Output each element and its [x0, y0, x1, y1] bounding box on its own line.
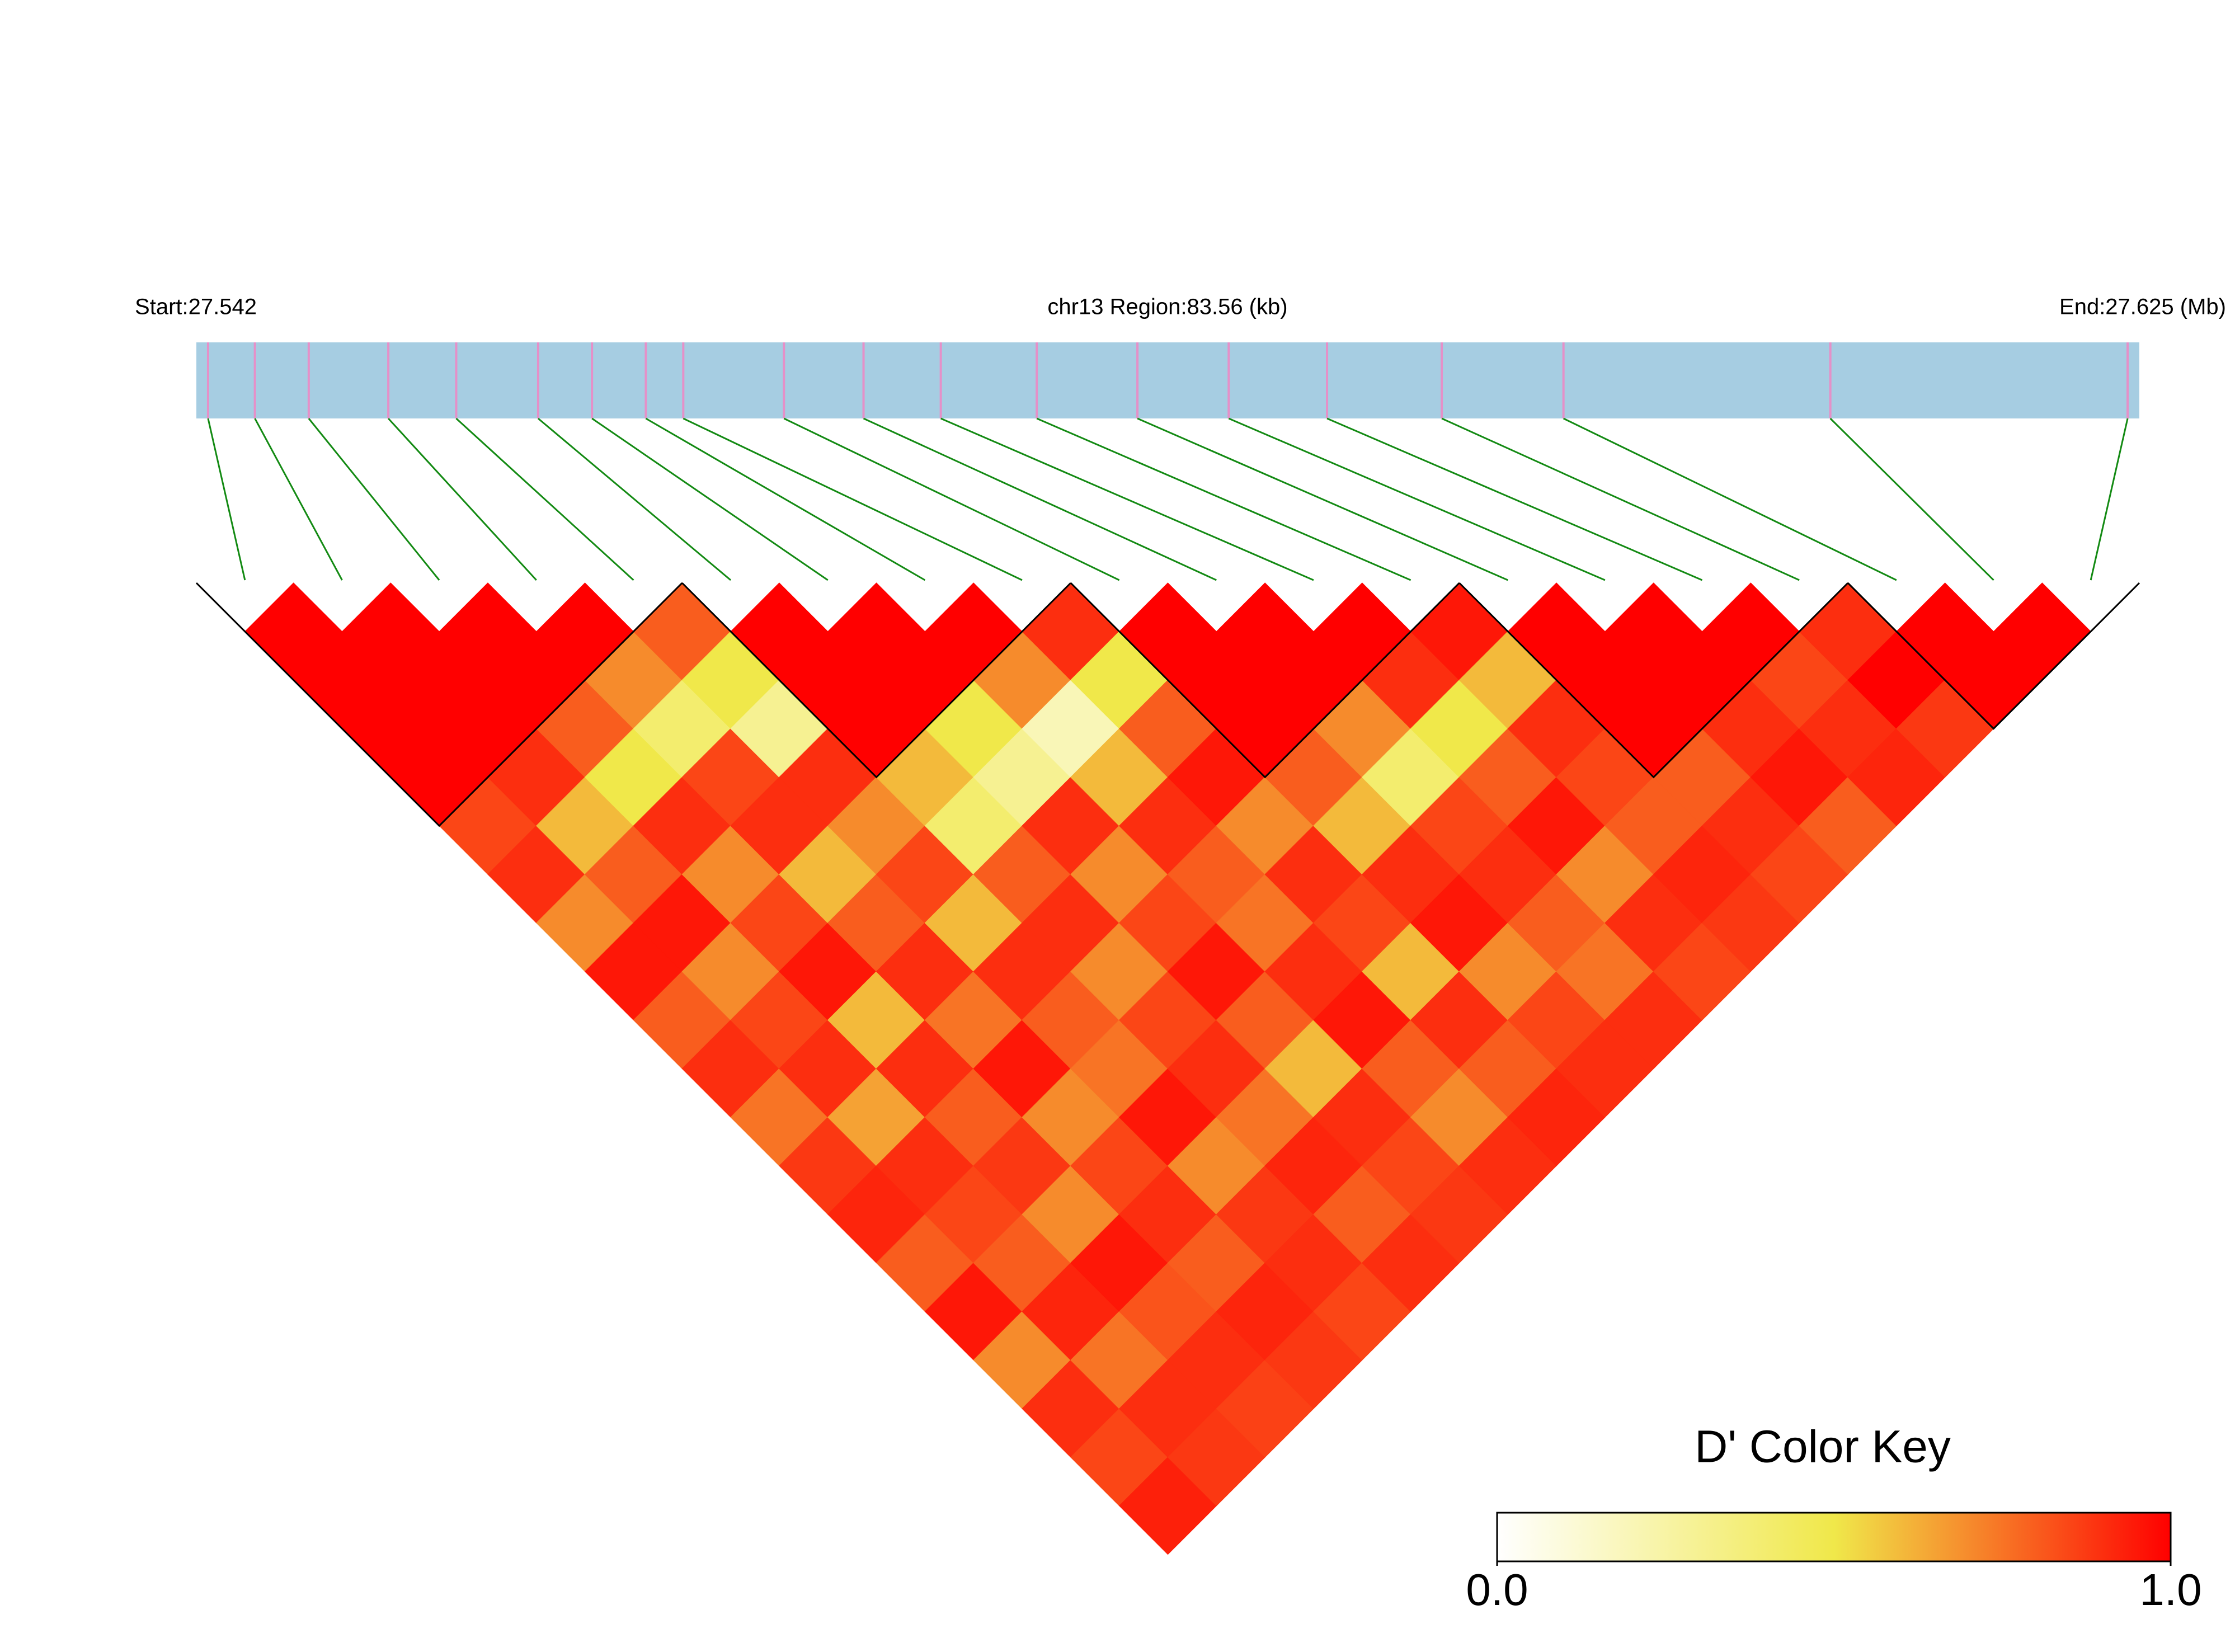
position-bar	[196, 342, 2139, 418]
snp-link	[455, 417, 634, 581]
snp-link	[863, 417, 1217, 581]
end-label: End:27.625 (Mb)	[2059, 295, 2226, 319]
snp-link	[254, 418, 343, 581]
ld-block-outline	[1847, 582, 2140, 730]
ld-block-outline	[195, 582, 683, 827]
snp-link	[1563, 417, 1897, 581]
snp-link	[537, 417, 732, 581]
region-label: chr13 Region:83.56 (kb)	[1047, 295, 1287, 319]
snp-link	[783, 417, 1120, 581]
snp-link	[645, 417, 926, 581]
color-key-tick-label: 0.0	[1466, 1565, 1528, 1615]
snp-link	[2090, 418, 2129, 581]
snp-link	[1441, 417, 1800, 581]
snp-link	[683, 417, 1023, 581]
color-key-bar	[1496, 1512, 2172, 1562]
snp-link	[308, 418, 440, 581]
snp-link	[1036, 417, 1411, 581]
ld-block-outline	[681, 582, 1071, 779]
snp-link	[1326, 417, 1703, 581]
ld-block-outline	[1458, 582, 1849, 779]
snp-link	[1228, 417, 1606, 581]
color-key-title: D' Color Key	[1695, 1422, 1951, 1472]
start-label: Start:27.542	[135, 295, 257, 319]
snp-link	[1829, 417, 1994, 581]
snp-link	[207, 418, 246, 581]
snp-link	[591, 417, 829, 581]
snp-link	[388, 417, 537, 581]
color-key-tick-label: 1.0	[2139, 1565, 2201, 1615]
snp-link	[940, 417, 1314, 581]
snp-link	[1137, 417, 1508, 581]
ld-block-outline	[1070, 582, 1460, 779]
